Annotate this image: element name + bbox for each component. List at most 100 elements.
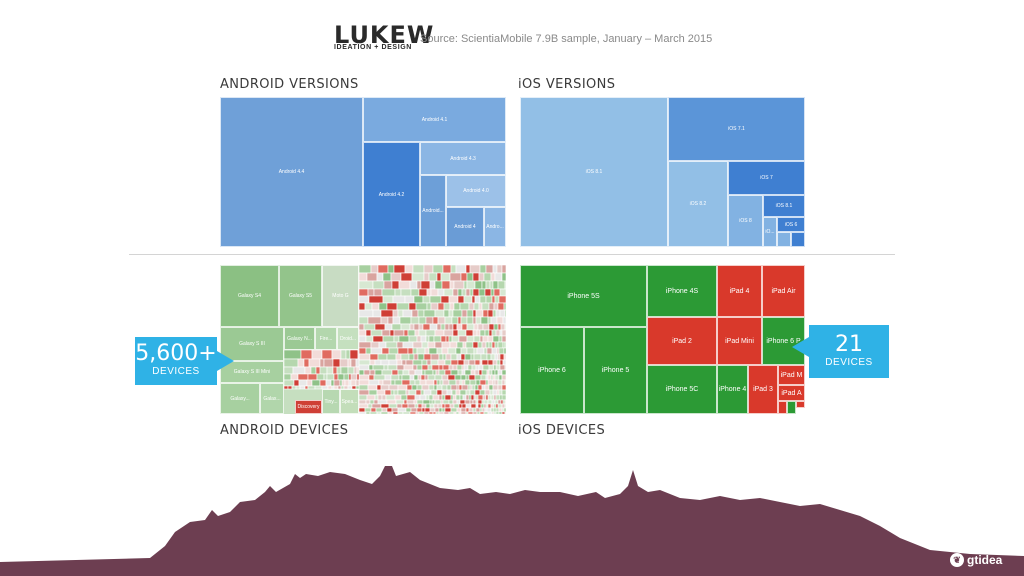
treemap-cell: Tiny... [322, 389, 340, 414]
device-cell [468, 302, 475, 311]
device-cell [484, 384, 490, 391]
device-cell [460, 411, 467, 414]
ios-devices-title: iOS DEVICES [518, 423, 606, 438]
device-cell [303, 358, 310, 368]
device-cell [369, 411, 378, 414]
device-cell [488, 364, 495, 371]
device-cell [498, 389, 503, 396]
device-cell [339, 358, 349, 368]
device-cell [358, 407, 366, 413]
device-cell [347, 385, 353, 390]
device-cell [381, 347, 390, 355]
device-cell [441, 394, 446, 401]
device-cell [473, 302, 480, 311]
device-cell [374, 369, 383, 376]
device-cell [337, 385, 342, 390]
device-cell [444, 394, 452, 401]
device-cell [501, 329, 506, 337]
device-cell [452, 399, 458, 405]
device-cell [325, 379, 332, 387]
device-cell [380, 411, 389, 414]
device-cell [466, 323, 475, 331]
device-cell [419, 379, 427, 386]
device-cell [422, 295, 431, 304]
device-cell [432, 411, 437, 414]
device-cell [455, 347, 462, 355]
device-cell [452, 329, 459, 337]
device-cell [438, 411, 445, 414]
device-cell [422, 399, 431, 405]
device-cell [477, 399, 483, 405]
device-cell [482, 309, 489, 318]
treemap-cell: Android 4.4 [220, 97, 363, 247]
device-cell [416, 335, 422, 343]
device-cell [333, 379, 341, 387]
device-cell [441, 384, 448, 391]
device-cell [504, 341, 506, 349]
treemap-cell-minor [796, 408, 805, 414]
treemap-cell: Andro... [484, 207, 506, 247]
device-cell [504, 379, 506, 386]
device-cell [340, 366, 349, 375]
device-cell [400, 288, 412, 297]
device-cell [469, 379, 477, 386]
treemap-cell: Fire... [315, 327, 337, 350]
device-cell [443, 329, 454, 337]
device-cell [398, 335, 410, 343]
device-cell [388, 359, 398, 366]
device-cell [449, 280, 455, 290]
device-cell [372, 309, 382, 318]
device-cell [497, 369, 503, 376]
device-cell [495, 407, 500, 413]
treemap-cell: iOS 6 [777, 217, 805, 232]
device-cell [421, 403, 427, 409]
device-cell [298, 379, 308, 387]
device-cell [420, 335, 427, 343]
device-cell [449, 272, 462, 282]
device-cell [295, 385, 301, 390]
device-cell [481, 369, 488, 376]
device-cell [432, 394, 440, 401]
device-cell [464, 379, 471, 386]
device-cell [283, 366, 294, 375]
device-cell [401, 374, 411, 381]
device-cell [472, 316, 477, 325]
device-cell [450, 384, 458, 391]
device-cell [460, 353, 466, 361]
device-cell [486, 347, 493, 355]
device-cell [344, 379, 350, 387]
treemap-cell: Android... [420, 175, 446, 247]
device-cell [405, 359, 414, 366]
device-cell [340, 349, 347, 360]
device-cell [504, 280, 506, 290]
device-cell [381, 407, 388, 413]
treemap-cell: Galaxy S III Mini [220, 361, 284, 383]
device-cell [364, 302, 373, 311]
device-cell [357, 349, 360, 360]
device-cell [487, 394, 492, 401]
device-cell [425, 394, 430, 401]
device-cell [401, 379, 411, 386]
device-cell [478, 302, 483, 311]
device-cell [319, 379, 327, 387]
treemap-cell-minor [791, 232, 805, 247]
device-cell [424, 407, 431, 413]
device-cell [333, 385, 339, 390]
device-cell [394, 379, 403, 386]
device-cell [487, 399, 493, 405]
device-cell [416, 364, 423, 371]
device-cell [424, 369, 434, 376]
device-cell [451, 316, 459, 325]
ios-devices-callout: 21 DEVICES [809, 325, 889, 378]
device-cell [319, 366, 328, 375]
device-cell [386, 399, 397, 405]
device-cell [434, 341, 443, 349]
device-cell [440, 295, 450, 304]
device-cell [487, 316, 492, 325]
device-cell [474, 369, 480, 376]
device-cell [358, 403, 369, 409]
device-cell [484, 389, 491, 396]
device-cell [290, 373, 299, 381]
device-cell [397, 347, 409, 355]
device-cell [487, 403, 492, 409]
